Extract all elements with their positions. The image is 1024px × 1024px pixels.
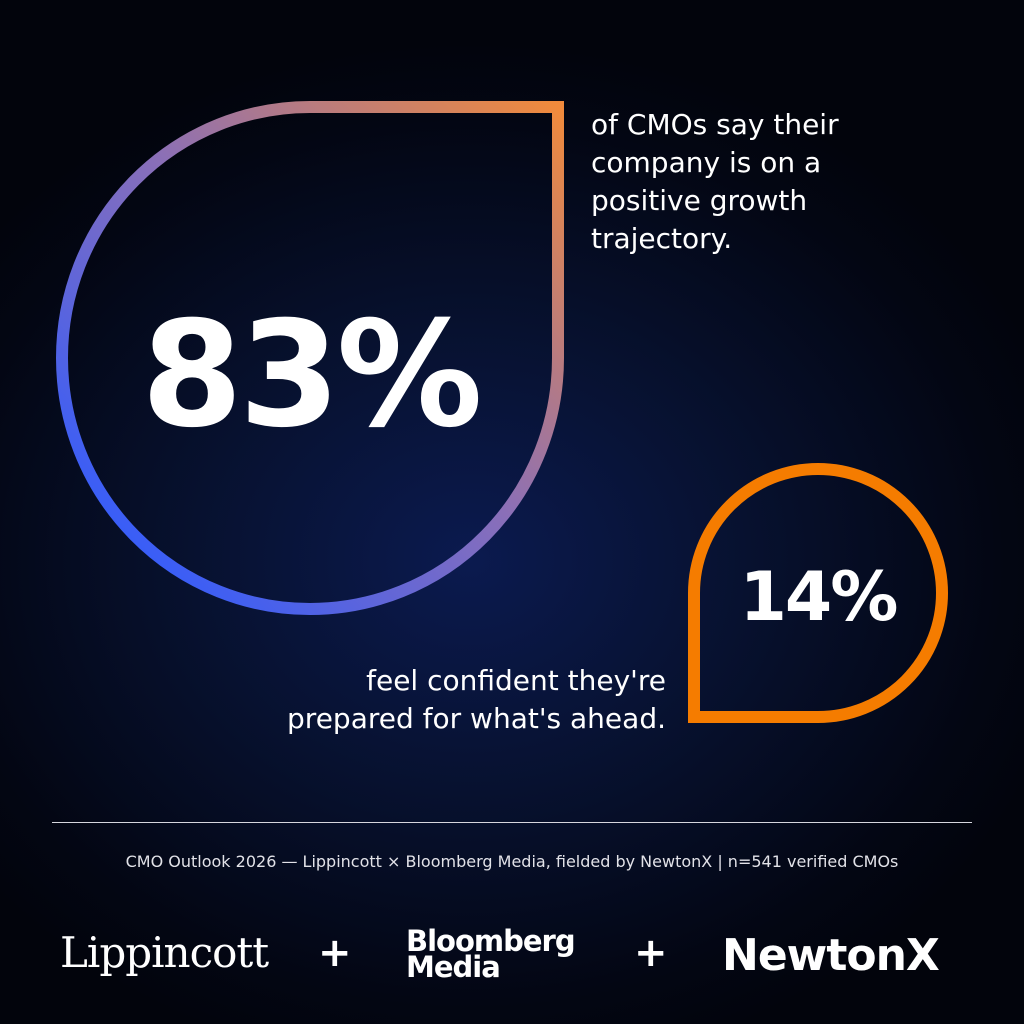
source-note: CMO Outlook 2026 — Lippincott × Bloomber… bbox=[125, 852, 899, 871]
newtonx-logo: NewtonX bbox=[722, 930, 940, 981]
bloomberg-media-logo: Bloomberg Media bbox=[406, 924, 576, 984]
primary-stat-caption: of CMOs say their company is on a positi… bbox=[591, 106, 991, 258]
caption-line: company is on a bbox=[591, 146, 822, 179]
bloomberg-logo-line: Bloomberg bbox=[406, 924, 576, 958]
partner-logos: Lippincott + Bloomberg Media + NewtonX bbox=[0, 900, 1024, 1010]
secondary-stat-value: 14% bbox=[739, 558, 899, 637]
caption-line: feel confident they're bbox=[366, 664, 666, 697]
caption-line: positive growth bbox=[591, 184, 808, 217]
caption-line: prepared for what's ahead. bbox=[287, 702, 666, 735]
plus-sign: + bbox=[318, 930, 352, 976]
media-logo-line: Media bbox=[406, 950, 501, 984]
lippincott-logo: Lippincott bbox=[60, 928, 269, 977]
plus-sign: + bbox=[634, 930, 668, 976]
large-stat-ring bbox=[56, 101, 564, 615]
caption-line: trajectory. bbox=[591, 222, 733, 255]
caption-line: of CMOs say their bbox=[591, 108, 839, 141]
footer-divider bbox=[52, 822, 972, 823]
secondary-stat-caption: feel confident they're prepared for what… bbox=[200, 662, 666, 738]
primary-stat-value: 83% bbox=[141, 290, 482, 460]
small-stat-ring bbox=[688, 462, 949, 723]
